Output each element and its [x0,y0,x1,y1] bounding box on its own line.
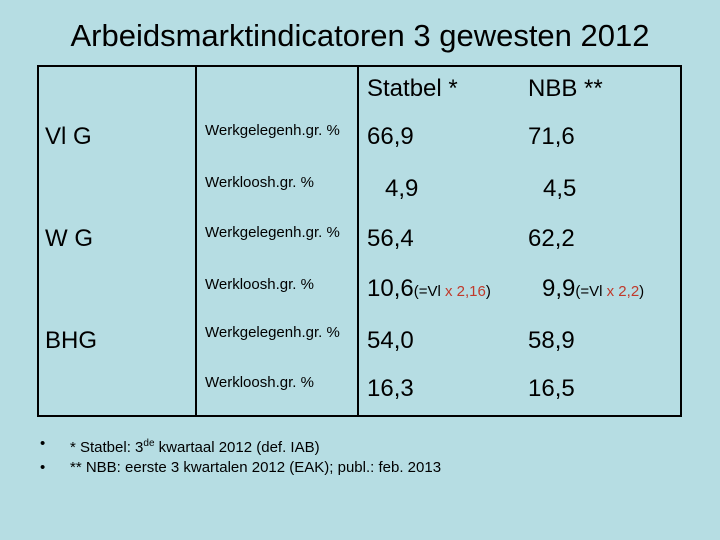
statbel-value: 54,0 [367,327,414,354]
nbb-note-suffix: ) [639,283,645,300]
statbel-note-factor: x 2,16 [444,283,486,300]
header-statbel: Statbel * [367,75,458,102]
nbb-value-with-note: 9,9(=Vl x 2,2) [542,275,644,303]
indicator-label: Werkgelegenh.gr. % [205,122,340,139]
region-label: Vl G [45,123,92,150]
table-border-top [37,65,682,67]
table-divider-1 [195,65,197,417]
indicator-label: Werkloosh.gr. % [205,374,314,391]
nbb-value: 62,2 [528,225,575,252]
statbel-note-suffix: ) [485,283,491,300]
footnote-statbel-text-end: kwartaal 2012 (def. IAB) [154,439,320,456]
statbel-value: 66,9 [367,123,414,150]
indicator-label: Werkloosh.gr. % [205,174,314,191]
table-divider-2 [357,65,359,417]
statbel-value-with-note: 10,6(=Vl x 2,16) [367,275,491,303]
statbel-value: 16,3 [367,375,414,402]
nbb-value: 9,9 [542,275,576,302]
footnote-nbb: ** NBB: eerste 3 kwartalen 2012 (EAK); p… [70,459,442,476]
footnote-statbel-sup: de [143,438,155,449]
page-title: Arbeidsmarktindicatoren 3 gewesten 2012 [70,18,650,53]
nbb-note-prefix: (=Vl [575,283,607,300]
footnote-statbel-text: * Statbel: 3 [70,439,144,456]
indicator-table: Statbel * NBB ** Vl G Werkgelegenh.gr. %… [37,65,682,417]
table-border-bottom [37,415,682,417]
bullet: • [40,459,46,476]
table-border-left [37,65,39,417]
statbel-note-prefix: (=Vl [413,283,445,300]
nbb-note-factor: x 2,2 [606,283,640,300]
nbb-value: 71,6 [528,123,575,150]
statbel-value: 56,4 [367,225,414,252]
region-label: W G [45,225,93,252]
footnote-statbel: * Statbel: 3de kwartaal 2012 (def. IAB) [70,432,320,460]
nbb-value: 58,9 [528,327,575,354]
nbb-value: 16,5 [528,375,575,402]
nbb-value: 4,5 [543,175,577,202]
bullet: • [40,435,46,452]
region-label: BHG [45,327,98,354]
statbel-value: 4,9 [385,175,419,202]
indicator-label: Werkgelegenh.gr. % [205,324,340,341]
indicator-label: Werkloosh.gr. % [205,276,314,293]
header-nbb: NBB ** [528,75,603,102]
statbel-value: 10,6 [367,275,414,302]
table-border-right [680,65,682,417]
indicator-label: Werkgelegenh.gr. % [205,224,340,241]
